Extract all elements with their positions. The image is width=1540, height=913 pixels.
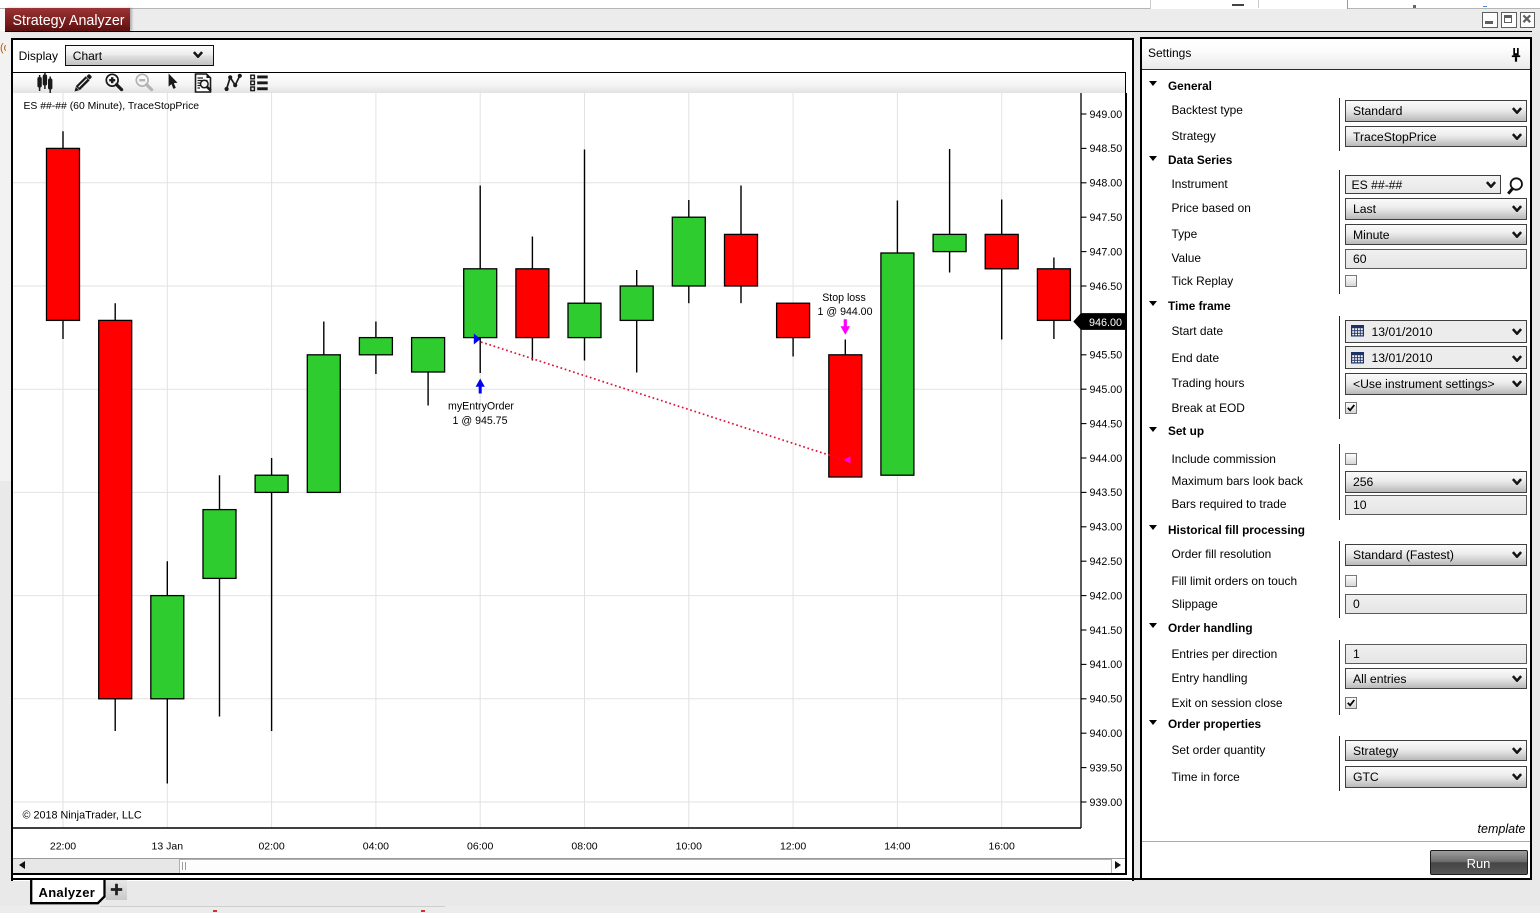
- svg-text:10:00: 10:00: [676, 841, 702, 853]
- svg-text:944.50: 944.50: [1090, 418, 1123, 430]
- svg-text:1 @ 945.75: 1 @ 945.75: [453, 415, 508, 427]
- svg-text:12:00: 12:00: [780, 841, 806, 853]
- svg-text:947.50: 947.50: [1090, 212, 1123, 224]
- svg-text:Stop loss: Stop loss: [822, 292, 866, 304]
- svg-text:14:00: 14:00: [884, 841, 910, 853]
- svg-text:22:00: 22:00: [50, 841, 76, 853]
- svg-text:ES ##-## (60 Minute), TraceSto: ES ##-## (60 Minute), TraceStopPrice: [24, 101, 200, 112]
- svg-text:943.00: 943.00: [1090, 522, 1123, 534]
- svg-text:947.00: 947.00: [1090, 246, 1123, 258]
- svg-text:945.50: 945.50: [1090, 350, 1123, 362]
- svg-text:13 Jan: 13 Jan: [152, 841, 184, 853]
- svg-text:942.50: 942.50: [1090, 556, 1123, 568]
- svg-text:939.00: 939.00: [1090, 797, 1123, 809]
- svg-text:942.00: 942.00: [1090, 590, 1123, 602]
- svg-text:946.00: 946.00: [1089, 317, 1122, 329]
- svg-text:04:00: 04:00: [363, 841, 389, 853]
- svg-text:940.50: 940.50: [1090, 694, 1123, 706]
- svg-text:944.00: 944.00: [1090, 453, 1123, 465]
- svg-text:939.50: 939.50: [1090, 762, 1123, 774]
- svg-text:945.00: 945.00: [1090, 384, 1123, 396]
- svg-text:946.50: 946.50: [1090, 281, 1123, 293]
- svg-text:16:00: 16:00: [989, 841, 1015, 853]
- svg-text:948.00: 948.00: [1090, 178, 1123, 190]
- svg-text:06:00: 06:00: [467, 841, 493, 853]
- svg-text:941.50: 941.50: [1090, 625, 1123, 637]
- svg-text:02:00: 02:00: [258, 841, 284, 853]
- svg-text:949.00: 949.00: [1090, 109, 1123, 121]
- svg-text:08:00: 08:00: [571, 841, 597, 853]
- svg-text:940.00: 940.00: [1090, 728, 1123, 740]
- svg-text:943.50: 943.50: [1090, 487, 1123, 499]
- svg-text:1 @ 944.00: 1 @ 944.00: [818, 306, 873, 318]
- svg-text:948.50: 948.50: [1090, 143, 1123, 155]
- svg-text:941.00: 941.00: [1090, 659, 1123, 671]
- svg-text:© 2018 NinjaTrader, LLC: © 2018 NinjaTrader, LLC: [23, 810, 142, 822]
- svg-text:myEntryOrder: myEntryOrder: [448, 401, 514, 413]
